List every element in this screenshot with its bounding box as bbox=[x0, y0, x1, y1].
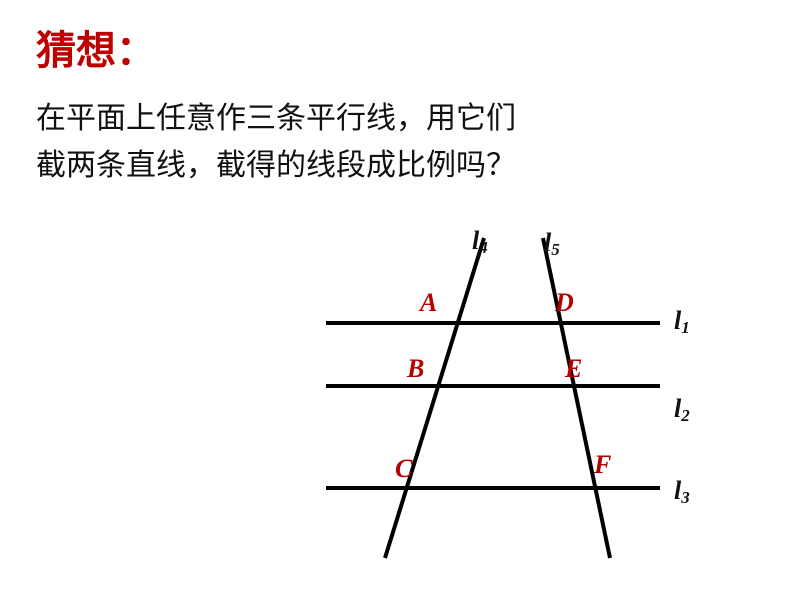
line-label-4: l4 bbox=[472, 226, 488, 258]
line-l5 bbox=[543, 238, 610, 558]
point-label-D: D bbox=[555, 288, 574, 318]
point-label-F: F bbox=[594, 450, 611, 480]
line-label-1: l1 bbox=[674, 306, 690, 338]
line-l4 bbox=[385, 238, 484, 558]
title-heading: 猜想： bbox=[36, 18, 156, 76]
line-label-2: l2 bbox=[674, 394, 690, 426]
diagram-svg bbox=[290, 218, 720, 578]
body-line-1: 在平面上任意作三条平行线，用它们 bbox=[36, 102, 516, 135]
point-label-A: A bbox=[420, 288, 437, 318]
point-label-C: C bbox=[395, 454, 412, 484]
point-label-B: B bbox=[407, 354, 424, 384]
line-label-5: l5 bbox=[544, 228, 560, 260]
geometry-diagram: l4 l5 l1 l2 l3 A D B E C F bbox=[290, 218, 720, 578]
body-line-2: 截两条直线，截得的线段成比例吗？ bbox=[36, 149, 516, 182]
line-label-3: l3 bbox=[674, 476, 690, 508]
point-label-E: E bbox=[565, 354, 582, 384]
body-text: 在平面上任意作三条平行线，用它们 截两条直线，截得的线段成比例吗？ bbox=[36, 96, 676, 189]
